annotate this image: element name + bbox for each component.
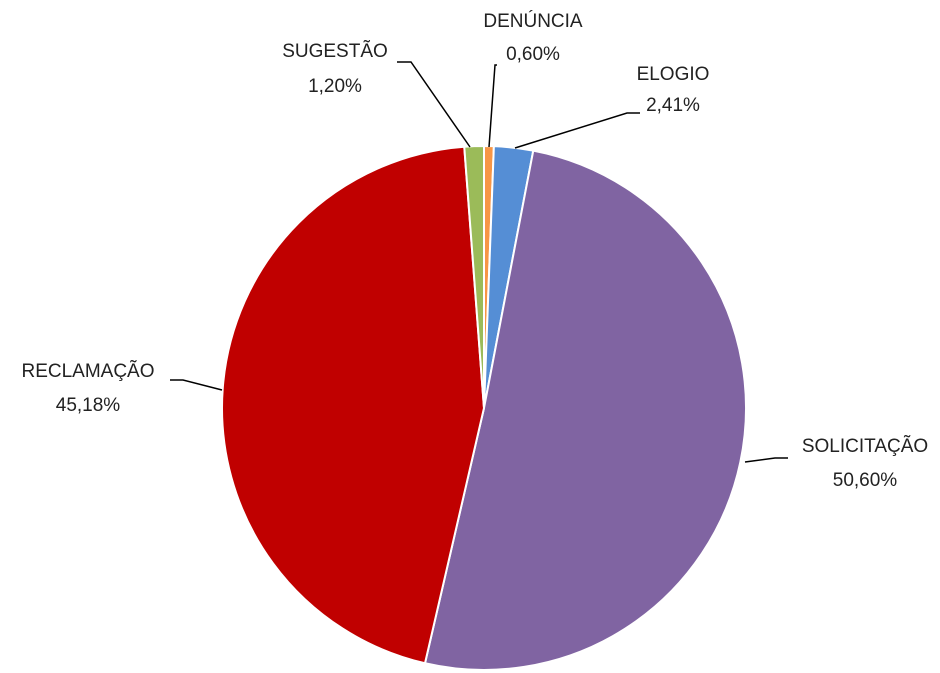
value-label: 1,20% bbox=[308, 76, 362, 97]
slice-label: RECLAMAÇÃO bbox=[21, 360, 154, 382]
slice-label: DENÚNCIA bbox=[483, 10, 583, 32]
pie-slice bbox=[221, 145, 486, 665]
slice-label: SUGESTÃO bbox=[282, 40, 388, 62]
leader-line bbox=[514, 112, 640, 149]
value-label: 50,60% bbox=[833, 470, 898, 491]
slice-label: SOLICITAÇÃO bbox=[802, 435, 928, 457]
leader-line bbox=[744, 457, 788, 463]
pie-slice bbox=[463, 144, 485, 409]
value-label: 2,41% bbox=[646, 95, 700, 116]
value-label: 0,60% bbox=[506, 44, 560, 65]
value-label: 45,18% bbox=[56, 395, 121, 416]
leader-line bbox=[488, 64, 497, 148]
pie-slice bbox=[423, 149, 748, 671]
slice-label: ELOGIO bbox=[637, 64, 710, 85]
leader-line bbox=[397, 61, 471, 148]
leader-line bbox=[170, 379, 223, 391]
